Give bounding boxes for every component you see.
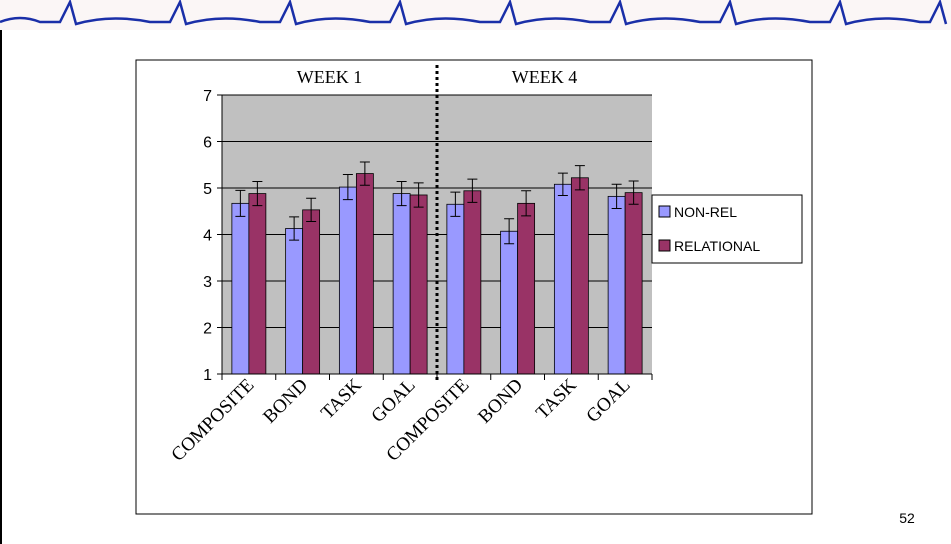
bar: [232, 203, 249, 374]
bar: [303, 210, 320, 374]
group-label: WEEK 1: [297, 67, 362, 87]
bar: [249, 194, 266, 374]
legend-label: RELATIONAL: [674, 238, 760, 254]
bar: [447, 204, 464, 374]
group-label: WEEK 4: [512, 67, 577, 87]
y-tick-label: 4: [203, 228, 212, 245]
ecg-banner: [0, 0, 951, 30]
y-tick-label: 5: [203, 181, 212, 198]
legend-swatch: [659, 240, 670, 251]
bar: [393, 194, 410, 374]
banner-bg: [0, 0, 951, 30]
legend-label: NON-REL: [674, 204, 737, 220]
bar: [608, 196, 625, 374]
bar: [554, 184, 571, 374]
y-tick-label: 3: [203, 274, 212, 291]
y-tick-label: 6: [203, 135, 212, 152]
bar: [501, 231, 518, 374]
slide: 52 1234567COMPOSITEBONDTASKGOALCOMPOSITE…: [0, 0, 951, 544]
bar: [464, 191, 481, 374]
y-tick-label: 7: [203, 88, 212, 105]
bar: [518, 203, 535, 374]
legend-swatch: [659, 206, 670, 217]
bar: [339, 187, 356, 374]
y-tick-label: 1: [203, 367, 212, 384]
page: 52 1234567COMPOSITEBONDTASKGOALCOMPOSITE…: [0, 0, 951, 544]
y-tick-label: 2: [203, 321, 212, 338]
page-number: 52: [899, 510, 915, 526]
bar: [410, 195, 427, 374]
bar: [571, 178, 588, 374]
bar: [356, 174, 373, 374]
bar: [625, 193, 642, 374]
bar: [286, 228, 303, 374]
